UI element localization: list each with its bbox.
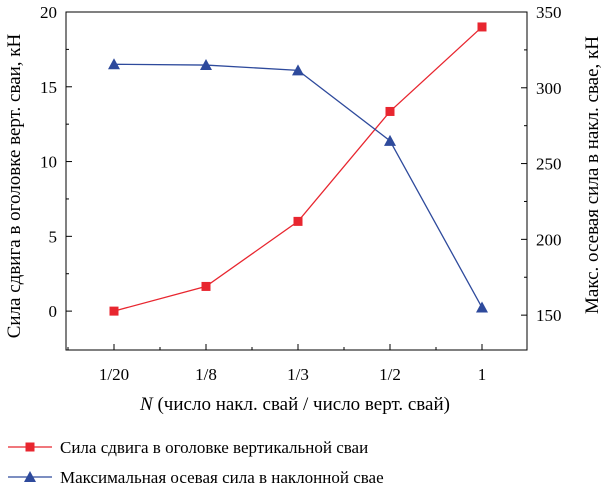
data-point-triangle	[384, 134, 396, 146]
y-left-tick-label: 5	[49, 227, 58, 246]
data-point-square	[201, 281, 211, 291]
data-point-square	[109, 306, 119, 316]
data-point-triangle	[200, 59, 212, 71]
legend-marker-square	[25, 442, 35, 452]
plot-frame	[65, 11, 528, 351]
y-left-tick-label: 0	[49, 302, 58, 321]
y-left-tick-label: 10	[40, 153, 57, 172]
y-right-tick-label: 250	[536, 155, 562, 174]
legend-item-blue: Максимальная осевая сила в наклонной сва…	[8, 468, 384, 487]
legend-label-red: Сила сдвига в оголовке вертикальной сваи	[60, 438, 368, 457]
axes: 0 5 10 15 20 150 200 250 300 350 1/20 1/8 1/3 1/2 1	[40, 3, 562, 384]
legend-marker-triangle	[24, 471, 36, 482]
x-axis-label: N (число накл. свай / число верт. свай)	[139, 394, 450, 415]
legend-label-blue: Максимальная осевая сила в наклонной сва…	[60, 468, 384, 487]
y-right-tick-label: 200	[536, 230, 562, 249]
data-point-square	[385, 106, 395, 116]
y-axis-right-label: Макс. осевая сила в накл. свае, кН	[582, 36, 603, 314]
data-point-square	[477, 22, 487, 32]
legend: Сила сдвига в оголовке вертикальной сваи…	[8, 438, 384, 487]
series-line-axial-force	[113, 63, 483, 308]
x-axis-label-variable: N	[139, 394, 154, 415]
y-right-tick-label: 350	[536, 3, 562, 22]
y-right-tick-label: 300	[536, 79, 562, 98]
y-axis-left-label: Сила сдвига в оголовке верт. сваи, кН	[4, 33, 25, 338]
data-point-triangle	[476, 301, 488, 313]
y-left-tick-label: 15	[40, 78, 57, 97]
y-left-tick-label: 20	[40, 3, 57, 22]
data-point-triangle	[292, 64, 304, 76]
plot-area	[65, 11, 528, 351]
y-right-tick-label: 150	[536, 306, 562, 325]
data-point-square	[293, 216, 303, 226]
legend-item-red: Сила сдвига в оголовке вертикальной сваи	[8, 438, 368, 457]
data-point-triangle	[108, 58, 120, 70]
series-layer	[108, 22, 488, 316]
x-tick-label: 1/2	[379, 365, 401, 384]
x-axis-label-text: (число накл. свай / число верт. свай)	[153, 394, 450, 415]
x-tick-label: 1/3	[287, 365, 309, 384]
x-tick-label: 1	[478, 365, 487, 384]
x-tick-label: 1/8	[195, 365, 217, 384]
x-tick-label: 1/20	[99, 365, 129, 384]
